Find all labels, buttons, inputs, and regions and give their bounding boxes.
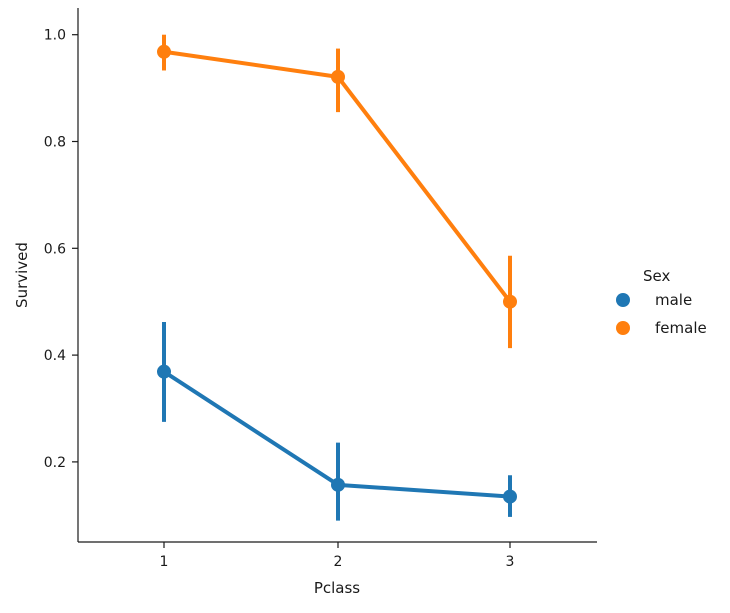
legend-marker bbox=[616, 293, 630, 307]
y-tick-label: 1.0 bbox=[44, 28, 66, 44]
plot-area: 0.2 0.4 0.6 0.8 1.0 1 2 3 bbox=[44, 8, 597, 570]
legend: Sex male female bbox=[616, 267, 707, 337]
legend-items: male female bbox=[616, 291, 707, 337]
data-point bbox=[157, 364, 171, 379]
y-axis-label: Survived bbox=[13, 242, 31, 308]
y-ticks: 0.2 0.4 0.6 0.8 1.0 bbox=[44, 28, 78, 471]
x-ticks: 1 2 3 bbox=[160, 542, 515, 570]
data-point bbox=[157, 44, 171, 59]
legend-label: female bbox=[655, 319, 707, 337]
data-point bbox=[503, 294, 517, 309]
x-axis-label: Pclass bbox=[314, 579, 360, 597]
x-tick-label: 3 bbox=[506, 554, 515, 570]
data-point bbox=[331, 477, 345, 492]
y-tick-label: 0.6 bbox=[44, 241, 66, 257]
series-female bbox=[157, 34, 517, 349]
legend-item: male bbox=[616, 291, 692, 309]
series-male bbox=[157, 321, 517, 521]
x-tick-label: 2 bbox=[334, 554, 343, 570]
data-point bbox=[503, 489, 517, 504]
legend-title: Sex bbox=[643, 267, 670, 285]
legend-item: female bbox=[616, 319, 707, 337]
series-layer bbox=[157, 34, 517, 521]
y-tick-label: 0.8 bbox=[44, 135, 66, 151]
x-tick-label: 1 bbox=[160, 554, 169, 570]
y-tick-label: 0.4 bbox=[44, 348, 66, 364]
legend-marker bbox=[616, 321, 630, 335]
y-tick-label: 0.2 bbox=[44, 455, 66, 471]
data-point bbox=[331, 69, 345, 84]
legend-label: male bbox=[655, 291, 692, 309]
